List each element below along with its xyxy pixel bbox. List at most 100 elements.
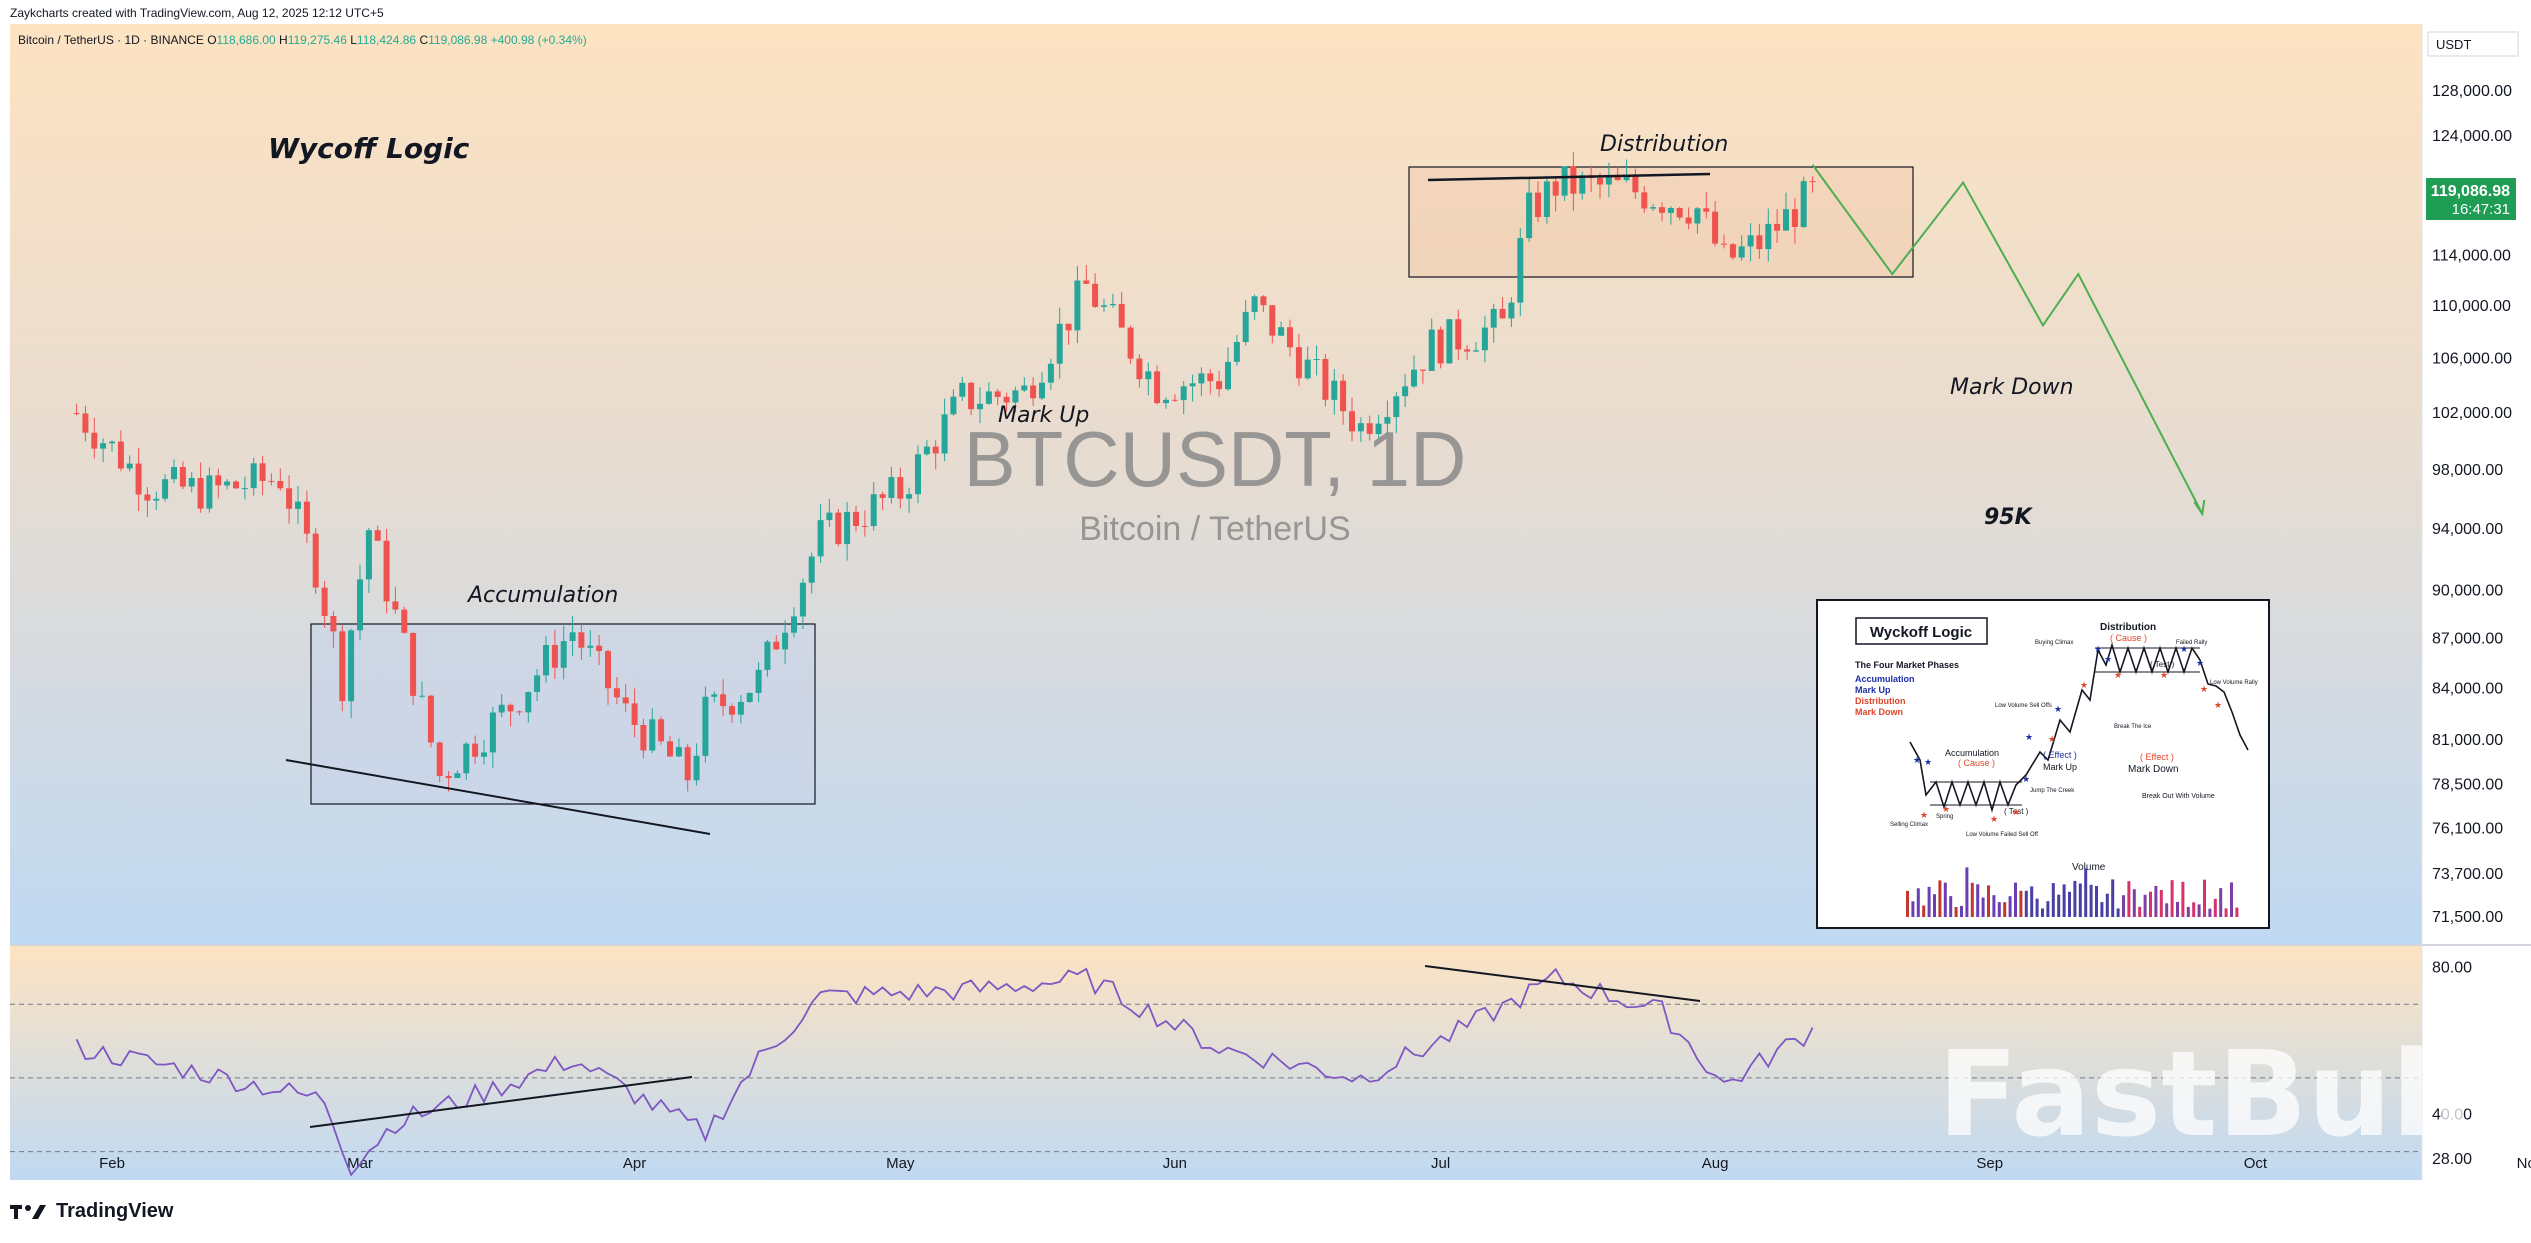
currency-badge: USDT <box>2436 37 2471 52</box>
inset-volume-bar <box>2138 906 2142 917</box>
inset-volume-bar <box>1965 867 1969 917</box>
candle-body <box>259 463 266 481</box>
candle-body <box>153 498 160 501</box>
candle-body <box>481 752 487 757</box>
candle-body <box>250 463 257 489</box>
tradingview-footer[interactable]: TradingView <box>10 1200 173 1223</box>
candle-body <box>675 747 682 757</box>
inset-volume-bar <box>2122 895 2125 917</box>
inset-volume-bar <box>2154 885 2158 917</box>
candle-body <box>1446 319 1453 364</box>
candle-body <box>1738 246 1745 258</box>
symbol-info-bar[interactable]: Bitcoin / TetherUS · 1D · BINANCE O118,6… <box>18 33 587 47</box>
symbol-name[interactable]: Bitcoin / TetherUS · 1D · BINANCE <box>18 33 204 47</box>
markdown-projection-line[interactable] <box>1811 164 2204 515</box>
candle-body <box>135 463 142 495</box>
currency-badge-box[interactable] <box>2427 31 2519 57</box>
candle-body <box>1783 209 1789 231</box>
target-label: 95K <box>1984 505 2034 530</box>
candle-body <box>277 481 284 489</box>
candle-body <box>188 478 195 487</box>
inset-phase-3: Distribution <box>1855 696 1906 706</box>
inset-accumulation: Accumulation <box>1945 748 1999 758</box>
candle-body <box>507 704 514 712</box>
candle-body <box>1056 323 1063 364</box>
inset-volume-bar <box>2165 903 2169 917</box>
high-value: 119,275.46 <box>287 33 347 47</box>
inset-break-out: Break Out With Volume <box>2142 793 2215 800</box>
price-tick-label: 110,000.00 <box>2432 298 2511 315</box>
candle-body <box>1101 305 1107 307</box>
inset-volume-bar <box>2041 908 2044 917</box>
inset-star-marker: ★ <box>1920 811 1928 821</box>
candle-body <box>1047 363 1054 383</box>
candle-body <box>1641 192 1648 209</box>
inset-volume-bar <box>2192 902 2196 917</box>
candle-body <box>126 463 133 469</box>
inset-volume-bar <box>2057 894 2061 917</box>
time-axis[interactable]: FebMarAprMayJunJulAugSepOctNov <box>99 1155 2531 1172</box>
candle-body <box>1384 417 1391 424</box>
inset-low-volume-sell-offs: Low Volume Sell Offs <box>1995 703 2052 709</box>
candle-body <box>631 703 638 725</box>
mark-up-label: Mark Up <box>998 403 1089 428</box>
candle-body <box>1180 386 1187 401</box>
candle-body <box>1632 176 1639 193</box>
inset-wyckoff-path <box>1909 642 2249 813</box>
distribution-box[interactable] <box>1408 166 1914 278</box>
wyckoff-inset[interactable]: Wyckoff Logic The Four Market Phases Acc… <box>1816 599 2270 929</box>
candle-body <box>1419 369 1426 371</box>
time-tick-label: Feb <box>99 1155 125 1172</box>
candle-body <box>1287 327 1293 348</box>
inset-title: Wyckoff Logic <box>1870 624 1972 641</box>
inset-volume-bar <box>2213 898 2217 917</box>
inset-volume-bar <box>2014 882 2017 917</box>
price-tick-label: 78,500.00 <box>2432 777 2503 794</box>
price-tick-label: 114,000.00 <box>2432 247 2511 264</box>
inset-cause-1: ( Cause ) <box>2110 633 2147 643</box>
distribution-resistance-line[interactable] <box>1427 172 1711 182</box>
candle-body <box>897 477 904 499</box>
candle-body <box>1349 411 1355 432</box>
accumulation-trendline[interactable] <box>285 759 711 835</box>
candle-body <box>516 711 523 713</box>
candle-body <box>339 631 346 702</box>
inset-volume-bar <box>1992 895 1996 917</box>
candle-body <box>436 742 443 776</box>
candle-body <box>109 441 115 444</box>
inset-volume-bar <box>1922 905 1926 917</box>
inset-star-marker: ★ <box>1942 805 1950 815</box>
projection-arrowhead <box>2193 499 2206 517</box>
candle-body <box>1473 350 1479 352</box>
candle-body <box>312 533 319 588</box>
rsi-support-trendline[interactable] <box>309 1076 693 1128</box>
price-axis[interactable]: 128,000.00 124,000.00 114,000.00 110,000.00… <box>2432 83 2512 1168</box>
candle-body <box>985 391 992 404</box>
candle-body <box>1109 304 1116 306</box>
inset-break-ice: Break The Ice <box>2114 724 2152 730</box>
candle-body <box>206 475 213 509</box>
price-tick-label: 102,000.00 <box>2432 405 2512 422</box>
candle-body <box>711 694 718 697</box>
candle-body <box>1118 304 1125 328</box>
inset-volume-bar <box>1906 890 1909 917</box>
candle-body <box>1083 280 1090 284</box>
inset-volume-bar <box>2111 879 2115 917</box>
inset-volume-bar <box>2186 906 2190 917</box>
candle-body <box>1685 217 1692 224</box>
candle-body <box>1499 308 1506 319</box>
price-tick-label: 71,500.00 <box>2432 909 2503 926</box>
rsi-resistance-trendline[interactable] <box>1424 965 1701 1002</box>
candle-body <box>799 582 806 617</box>
candle-body <box>525 692 532 713</box>
candles <box>73 152 1816 792</box>
candle-body <box>401 609 408 633</box>
inset-test-2: ( Test ) <box>2004 807 2029 816</box>
candle-body <box>578 632 585 648</box>
candle-body <box>861 526 868 527</box>
candle-body <box>1189 383 1196 387</box>
inset-volume-bar <box>1997 902 2001 917</box>
tradingview-logo-icon <box>10 1204 46 1219</box>
candle-body <box>1481 327 1488 351</box>
